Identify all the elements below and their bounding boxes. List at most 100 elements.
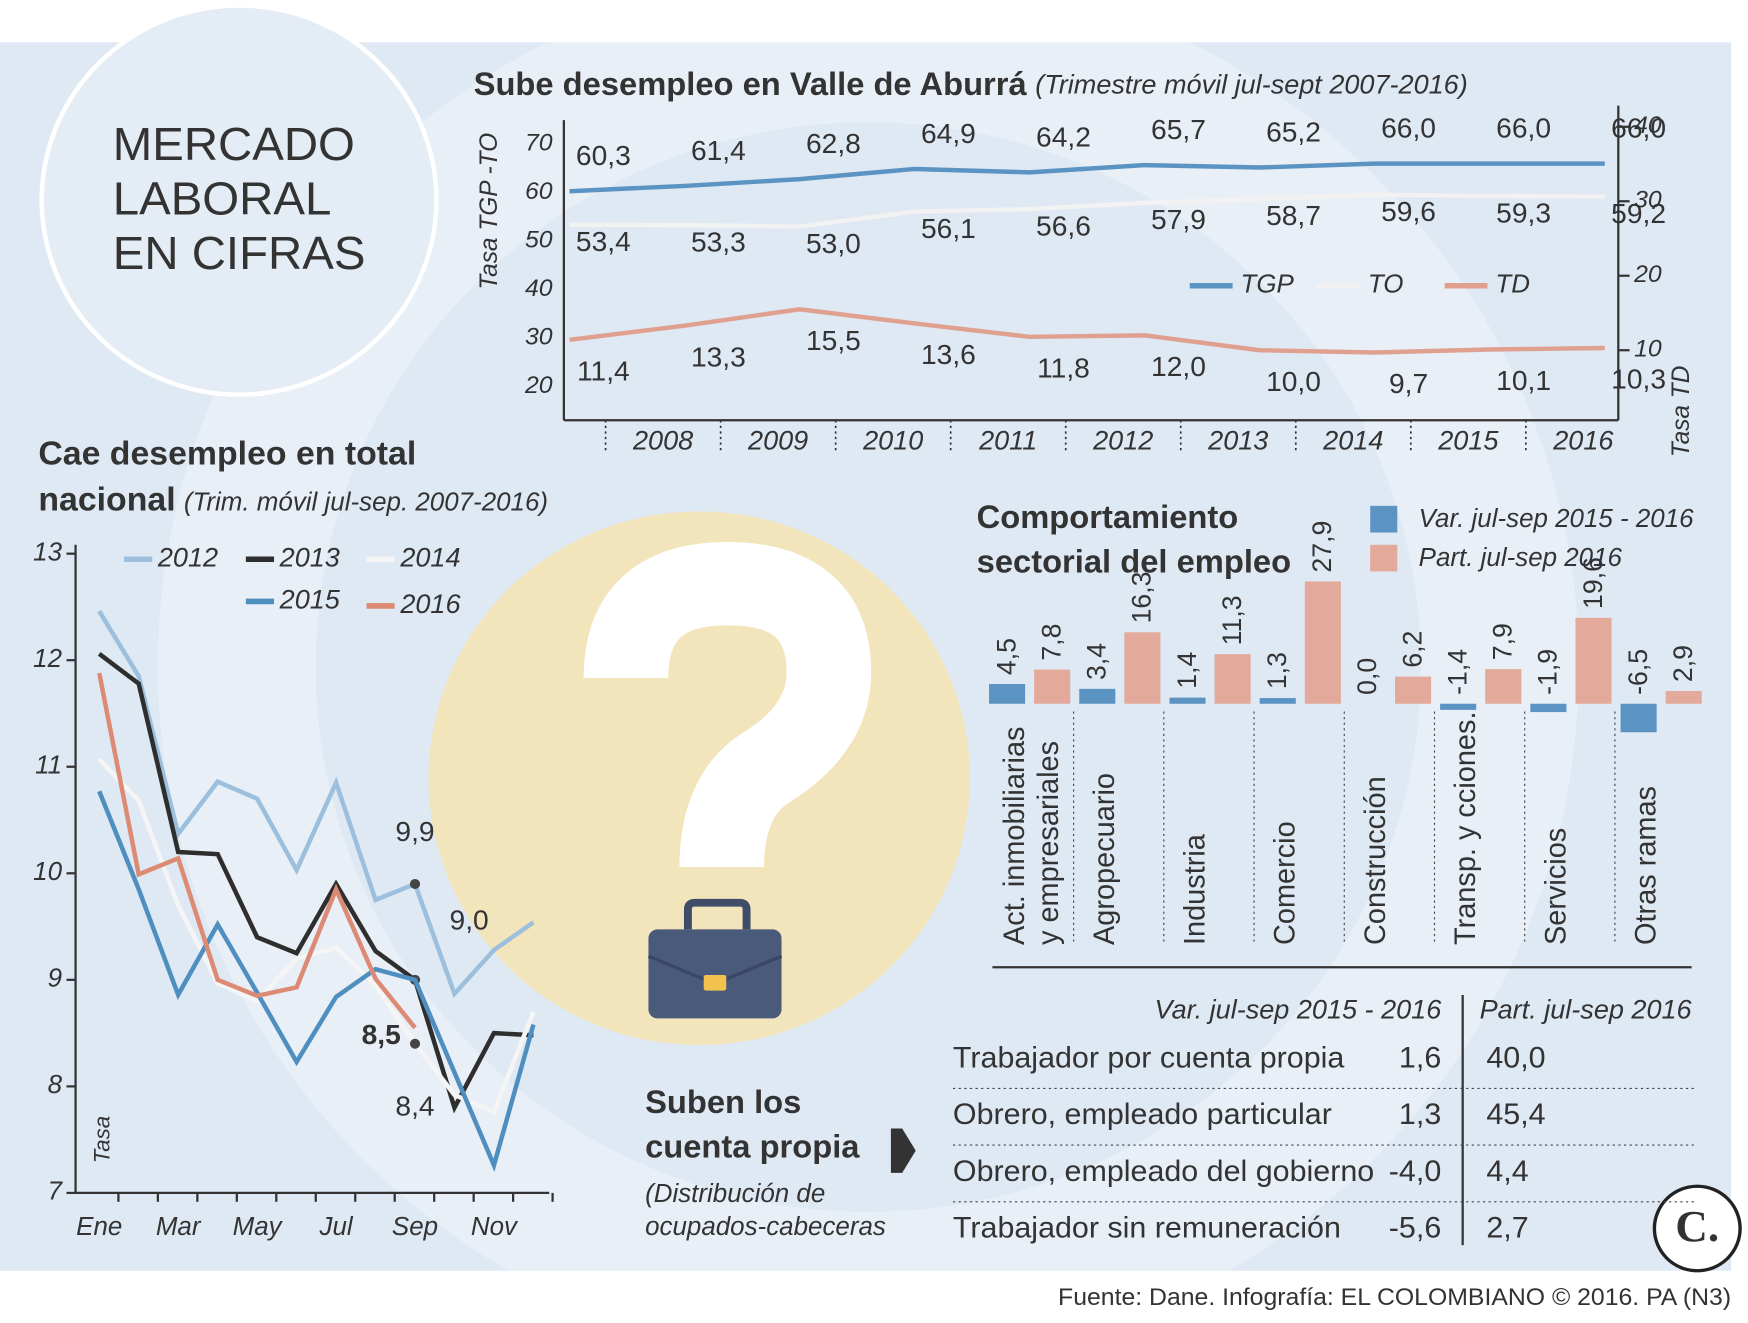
y-tick-label: 50 — [525, 227, 553, 254]
logo-circle — [1652, 1184, 1742, 1273]
data-label: 10,0 — [1266, 366, 1321, 397]
point-marker — [409, 1038, 421, 1049]
category-label-box: Transp. y cciones. — [1448, 712, 1482, 945]
data-label: 60,3 — [576, 140, 631, 171]
data-label: 62,8 — [806, 128, 861, 159]
data-label: 11,8 — [1037, 353, 1090, 384]
y2-tick-label: 40 — [1634, 112, 1662, 139]
legend-label: 2016 — [399, 589, 460, 619]
category-label: Agropecuario — [1087, 773, 1121, 945]
legend-label: 2013 — [279, 542, 340, 572]
legend-label: Var. jul-sep 2015 - 2016 — [1419, 505, 1695, 533]
cell: 1,6 — [1399, 1042, 1441, 1075]
x-tick-label: 2016 — [1552, 426, 1613, 456]
data-label: 10,1 — [1496, 365, 1551, 396]
category-label-box: Comercio — [1267, 821, 1302, 945]
data-label: 59,2 — [1611, 198, 1666, 229]
data-label: 66,0 — [1496, 113, 1551, 144]
data-label: 0,0 — [1352, 658, 1382, 695]
y-tick-label: 12 — [33, 645, 62, 673]
x-tick-label: Mar — [156, 1213, 202, 1241]
data-label: 9,7 — [1389, 368, 1428, 399]
briefcase — [648, 929, 782, 1019]
data-label: 1,4 — [1172, 652, 1202, 689]
cell: 45,4 — [1486, 1098, 1545, 1131]
source: Fuente: Dane. Infografía: EL COLOMBIANO … — [1058, 1284, 1731, 1311]
chart-subtitle: (Trim. móvil jul-sep. 2007-2016) — [183, 486, 549, 516]
category-label: Otras ramas — [1628, 785, 1663, 945]
row-label: Obrero, empleado del gobierno — [953, 1155, 1374, 1188]
chart-title-box: Comportamiento sectorial del empleo — [977, 500, 1291, 580]
x-tick-label: Ene — [76, 1213, 122, 1241]
bar — [1079, 688, 1116, 704]
y-tick-label: 70 — [525, 130, 553, 157]
bar — [1034, 669, 1071, 704]
data-label: 65,2 — [1266, 117, 1321, 148]
page-title-box: MERCADO LABORAL EN CIFRAS — [113, 118, 366, 279]
cell: -4,0 — [1389, 1155, 1441, 1188]
y-tick-label: 30 — [525, 324, 553, 351]
table-subtitle-box: (Distribución de ocupados-cabeceras — [645, 1178, 886, 1241]
series-line — [569, 307, 1605, 355]
data-label: 56,6 — [1036, 211, 1091, 242]
series-line — [97, 610, 535, 998]
legend-label: TD — [1495, 271, 1530, 299]
y-tick-label: 8 — [48, 1071, 63, 1099]
bar — [1575, 617, 1612, 704]
y-axis-label: Tasa TGP -TO — [476, 133, 503, 290]
category-label: Construcción — [1357, 776, 1392, 945]
x-tick-label: Jul — [318, 1213, 353, 1241]
data-label: 64,2 — [1036, 122, 1091, 153]
bar — [1440, 703, 1477, 710]
data-label: 65,7 — [1151, 114, 1206, 145]
chart-title-box: Cae desempleo en total nacional — [38, 436, 416, 518]
x-tick-label: 2013 — [1207, 426, 1268, 456]
data-label: -6,5 — [1623, 649, 1653, 695]
data-label: 2,9 — [1668, 645, 1698, 682]
category-label: Act. inmobiliarias y empresariales — [996, 726, 1065, 945]
legend-label: TO — [1368, 271, 1404, 299]
row-label: Obrero, empleado particular — [953, 1098, 1332, 1131]
table-title: Suben los cuenta propia — [645, 1085, 860, 1166]
bar — [1259, 698, 1296, 704]
data-label: 4,5 — [991, 638, 1021, 675]
series-line — [97, 672, 417, 1030]
table-header: Part. jul-sep 2016 — [1480, 995, 1692, 1025]
logo: C. — [1675, 1201, 1719, 1251]
data-label: 58,7 — [1266, 200, 1321, 231]
y-tick-label: 40 — [525, 275, 553, 302]
title-circle — [39, 3, 439, 397]
legend-label: 2012 — [157, 542, 218, 572]
legend-label: TGP — [1241, 271, 1295, 299]
data-label: 9,9 — [395, 816, 434, 847]
series-line — [569, 192, 1605, 229]
data-label: 15,5 — [806, 325, 861, 356]
y-tick-label: 20 — [524, 372, 553, 399]
legend-swatch — [1370, 505, 1398, 533]
data-label: 66,0 — [1611, 113, 1666, 144]
y-tick-label: 9 — [48, 965, 62, 993]
bar — [1395, 676, 1432, 704]
y-axis-label: Tasa — [90, 1116, 115, 1163]
bar — [989, 684, 1026, 704]
data-label: 64,9 — [921, 118, 976, 149]
data-label: 13,6 — [921, 339, 976, 370]
bar — [1665, 691, 1702, 704]
category-label: Comercio — [1267, 821, 1302, 945]
bar — [1214, 654, 1251, 704]
data-label: 9,0 — [450, 905, 489, 936]
y2-tick-label: 30 — [1634, 187, 1662, 214]
row-label: Trabajador por cuenta propia — [953, 1042, 1345, 1075]
point-marker — [409, 878, 421, 889]
watermark — [158, 0, 1579, 1323]
table-subtitle: (Distribución de ocupados-cabeceras — [645, 1178, 886, 1241]
cell: 1,3 — [1399, 1098, 1441, 1131]
data-label: 53,0 — [806, 228, 861, 259]
data-label: 13,3 — [691, 342, 746, 373]
row-label: Trabajador sin remuneración — [953, 1212, 1341, 1245]
x-tick-label: 2011 — [978, 426, 1037, 456]
cell: 40,0 — [1486, 1042, 1545, 1075]
arrow — [890, 1128, 916, 1173]
bar — [1124, 632, 1161, 704]
